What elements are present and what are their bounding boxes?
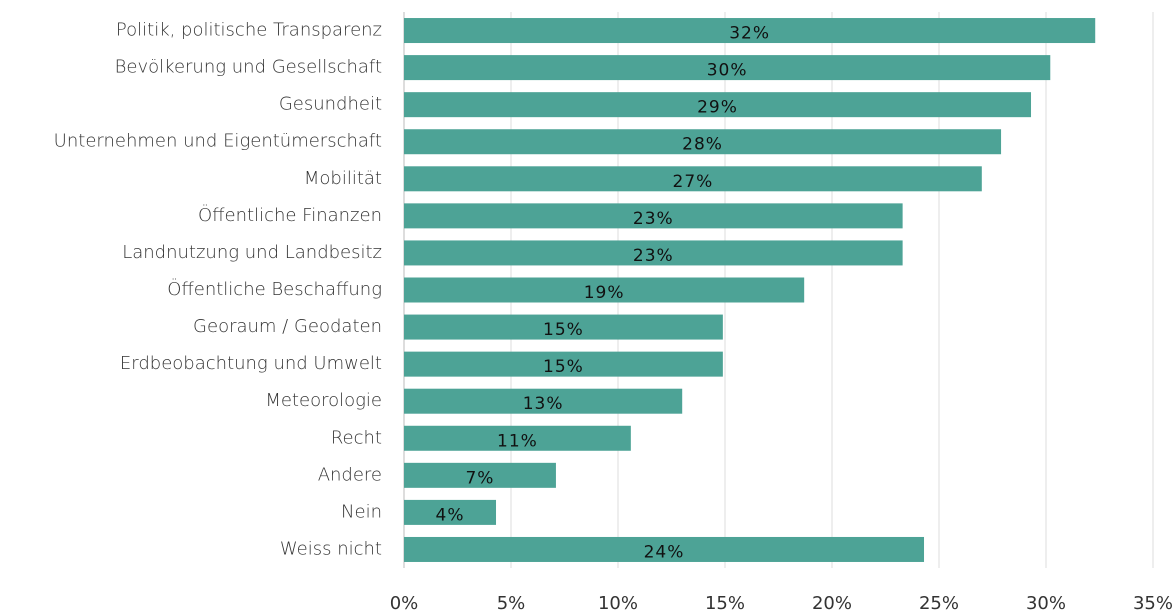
value-label: 27% [673, 172, 714, 192]
bar [404, 129, 1002, 155]
x-tick-label: 20% [812, 593, 852, 612]
x-tick-label: 25% [919, 593, 959, 612]
bar [404, 536, 925, 562]
value-label: 29% [697, 98, 738, 118]
value-label: 32% [729, 24, 770, 44]
x-tick-label: 15% [705, 593, 745, 612]
value-label: 11% [497, 431, 538, 451]
x-tick-label: 30% [1026, 593, 1066, 612]
bar [404, 425, 631, 451]
value-label: 23% [633, 246, 674, 266]
category-label: Meteorologie [265, 390, 382, 411]
value-label: 28% [682, 135, 723, 155]
x-tick-label: 5% [497, 593, 526, 612]
x-tick-label: 35% [1133, 593, 1173, 612]
bar [404, 314, 723, 340]
value-label: 15% [543, 320, 584, 340]
bar [404, 203, 903, 229]
category-label: Bevölkerung und Gesellschaft [115, 57, 382, 78]
category-label: Georaum / Geodaten [193, 316, 382, 337]
category-label: Erdbeobachtung und Umwelt [120, 353, 382, 374]
x-tick-label: 0% [390, 593, 419, 612]
value-label: 15% [543, 357, 584, 377]
value-label: 13% [523, 394, 564, 414]
category-label: Weiss nicht [280, 538, 382, 559]
bar [404, 18, 1096, 44]
bar [404, 351, 723, 377]
category-label: Unternehmen und Eigentümerschaft [54, 131, 382, 152]
bar [404, 92, 1032, 118]
category-label: Politik, politische Transparenz [116, 20, 382, 41]
category-label: Mobilität [304, 168, 382, 189]
value-label: 4% [436, 505, 465, 525]
value-label: 24% [644, 542, 685, 562]
category-label: Recht [331, 427, 382, 448]
category-label: Andere [318, 464, 382, 485]
value-label: 30% [707, 61, 748, 81]
bar [404, 499, 497, 525]
value-label: 23% [633, 209, 674, 229]
category-label: Nein [341, 501, 382, 522]
category-label: Landnutzung und Landbesitz [122, 242, 382, 263]
category-label: Gesundheit [279, 94, 382, 115]
value-label: 7% [465, 468, 494, 488]
value-label: 19% [584, 283, 625, 303]
bar [404, 240, 903, 266]
bar [404, 55, 1051, 81]
bar [404, 388, 683, 414]
category-label: Öffentliche Finanzen [198, 204, 382, 226]
bar [404, 462, 556, 488]
bar [404, 166, 982, 192]
category-label: Öffentliche Beschaffung [167, 278, 382, 300]
bar [404, 277, 805, 303]
x-tick-label: 10% [598, 593, 638, 612]
